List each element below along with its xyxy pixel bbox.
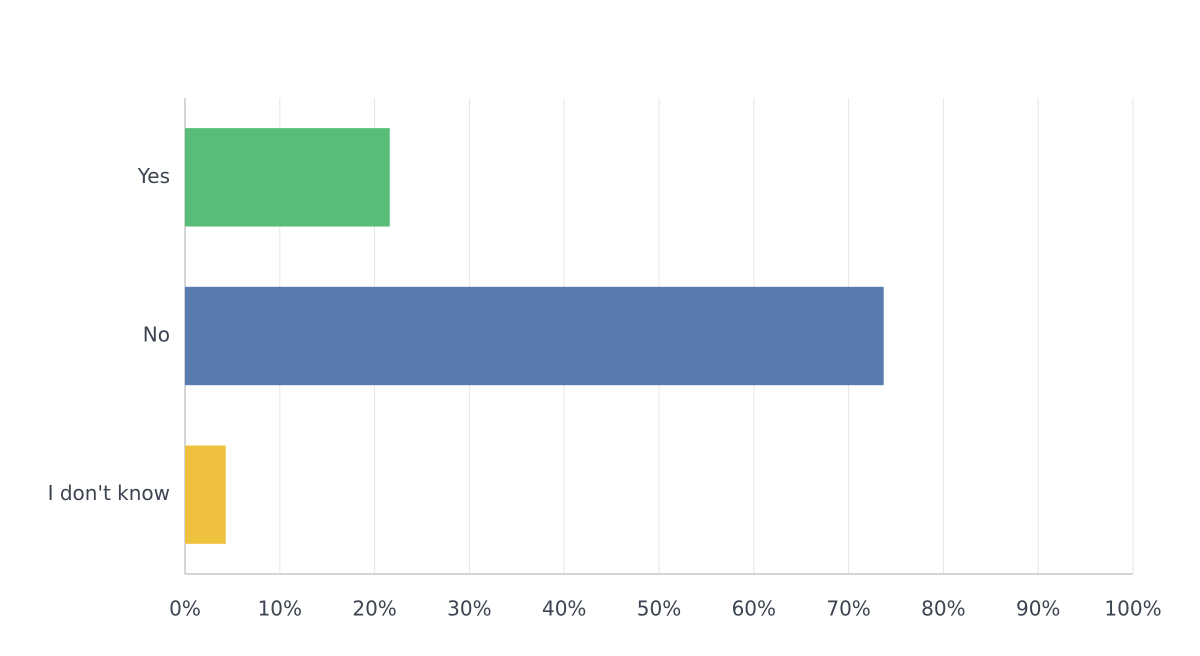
y-tick-label: I don't know — [48, 481, 170, 505]
x-tick-label: 60% — [732, 597, 776, 621]
x-tick-label: 90% — [1016, 597, 1060, 621]
x-tick-label: 50% — [637, 597, 681, 621]
bar — [185, 445, 226, 544]
x-tick-label: 20% — [352, 597, 396, 621]
bar — [185, 286, 884, 386]
y-tick-label: Yes — [137, 164, 170, 188]
x-tick-label: 70% — [826, 597, 870, 621]
y-tick-label: No — [143, 323, 170, 347]
x-tick-label: 30% — [447, 597, 491, 621]
x-tick-label: 0% — [169, 597, 201, 621]
x-tick-label: 80% — [921, 597, 965, 621]
x-tick-label: 10% — [258, 597, 302, 621]
x-tick-label: 40% — [542, 597, 586, 621]
x-tick-label: 100% — [1104, 597, 1161, 621]
bar — [185, 128, 390, 227]
